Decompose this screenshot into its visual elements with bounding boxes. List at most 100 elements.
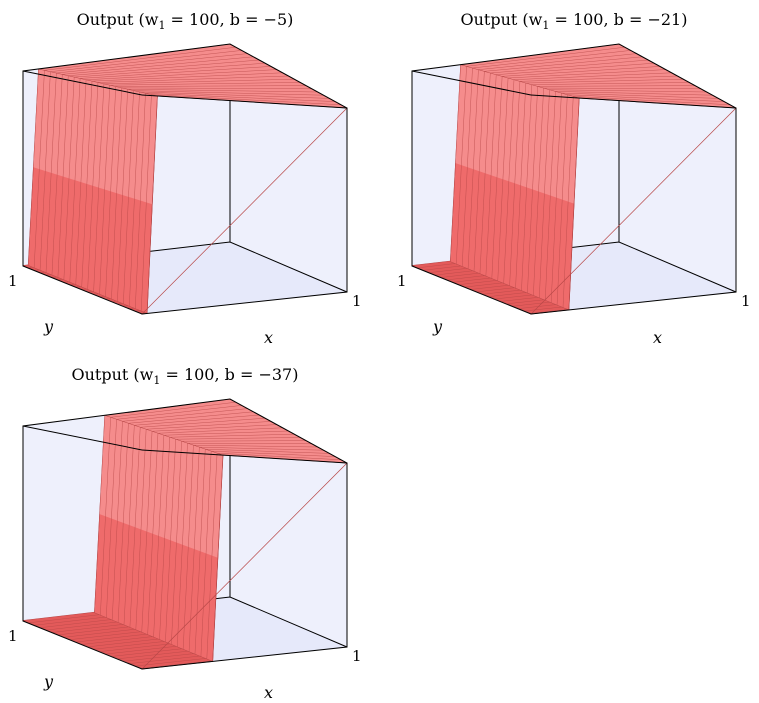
grid-line	[555, 91, 713, 96]
grid-line	[129, 427, 141, 628]
grid-line	[129, 91, 140, 307]
grid-line	[561, 92, 719, 99]
grid-line	[110, 402, 236, 418]
chart-title: Output (w1 = 100, b = −37)	[72, 365, 299, 387]
x-axis-label: x	[653, 328, 662, 347]
grid-line	[130, 655, 201, 664]
grid-line	[531, 82, 690, 85]
x-tick-label: 1	[352, 647, 362, 665]
grid-line	[28, 614, 101, 624]
grid-line	[105, 86, 116, 297]
grid-line	[116, 405, 242, 420]
grid-line	[562, 96, 574, 308]
grid-line	[27, 68, 39, 266]
grid-line	[68, 59, 260, 76]
grid-line	[181, 440, 307, 442]
x-tick-label: 1	[352, 292, 362, 310]
grid-line	[182, 445, 194, 650]
grid-line	[525, 79, 684, 84]
grid-line	[111, 421, 123, 621]
grid-line	[134, 414, 260, 426]
grid-line	[456, 66, 467, 264]
grid-line	[45, 73, 57, 273]
grid-line	[467, 69, 479, 269]
output-surface	[22, 398, 348, 670]
grid-line	[163, 430, 289, 436]
grid-line	[40, 619, 113, 628]
grid-line	[39, 71, 51, 271]
grid-line	[465, 282, 504, 288]
grid-line	[544, 91, 556, 301]
grid-line	[527, 86, 538, 294]
grid-line	[513, 72, 672, 80]
chart-title: Output (w1 = 100, b = −5)	[77, 10, 294, 32]
grid-line	[479, 72, 491, 274]
grid-line	[63, 77, 75, 280]
grid-line	[128, 411, 254, 424]
grid-line	[124, 653, 196, 662]
grid-line	[76, 633, 148, 643]
top-edge-front	[141, 94, 348, 109]
grid-line	[533, 88, 544, 296]
output-surface	[411, 43, 737, 315]
grid-line	[112, 648, 184, 657]
grid-line	[140, 418, 266, 428]
grid-line	[489, 292, 528, 297]
grid-line	[461, 67, 473, 267]
grid-line	[435, 270, 475, 276]
grid-line	[140, 94, 152, 312]
chart-title: Output (w1 = 100, b = −21)	[461, 10, 688, 32]
grid-line	[152, 424, 277, 432]
y-tick-label: 1	[397, 272, 407, 290]
grid-line	[549, 89, 707, 93]
grid-line	[543, 87, 701, 90]
grid-line	[147, 433, 159, 635]
y-tick-label: 1	[8, 272, 18, 290]
grid-line	[206, 453, 218, 659]
grid-line	[567, 94, 725, 102]
grid-line	[70, 631, 142, 640]
grid-line	[157, 427, 283, 434]
y-axis-label: y	[43, 317, 54, 336]
grid-line	[86, 69, 277, 80]
grid-line	[171, 441, 182, 645]
outer-frame	[22, 398, 348, 670]
x-tick-label: 1	[741, 292, 751, 310]
grid-line	[447, 275, 486, 280]
grid-line	[127, 89, 318, 93]
grid-line	[188, 447, 200, 652]
top-edge-left	[411, 70, 532, 96]
grid-line	[485, 74, 497, 277]
grid-line	[441, 272, 480, 278]
grid-line	[573, 96, 731, 105]
grid-line	[64, 628, 136, 638]
grid-line	[490, 59, 649, 74]
outer-frame	[411, 43, 737, 315]
grid-line	[139, 91, 330, 99]
grid-line	[69, 78, 81, 283]
grid-line	[52, 624, 125, 633]
top-edge-left	[22, 70, 143, 96]
grid-line	[205, 448, 330, 454]
grid-line	[513, 301, 552, 307]
grid-line	[525, 306, 564, 312]
grid-line	[211, 450, 336, 457]
grid-line	[56, 53, 248, 74]
grid-line	[417, 263, 457, 269]
grid-line	[94, 641, 166, 650]
grid-line	[94, 415, 105, 613]
grid-line	[80, 66, 271, 79]
grid-line	[539, 89, 550, 298]
y-axis-label: y	[432, 317, 443, 336]
grid-line	[165, 439, 176, 642]
grid-line	[473, 71, 485, 272]
grid-line	[478, 53, 637, 70]
grid-line	[507, 299, 546, 304]
grid-line	[453, 277, 492, 283]
grid-line	[81, 81, 93, 288]
grid-line	[495, 294, 534, 300]
grid-line	[193, 444, 318, 448]
grid-line	[135, 429, 147, 630]
grid-line	[135, 93, 146, 309]
grid-line	[450, 64, 461, 262]
